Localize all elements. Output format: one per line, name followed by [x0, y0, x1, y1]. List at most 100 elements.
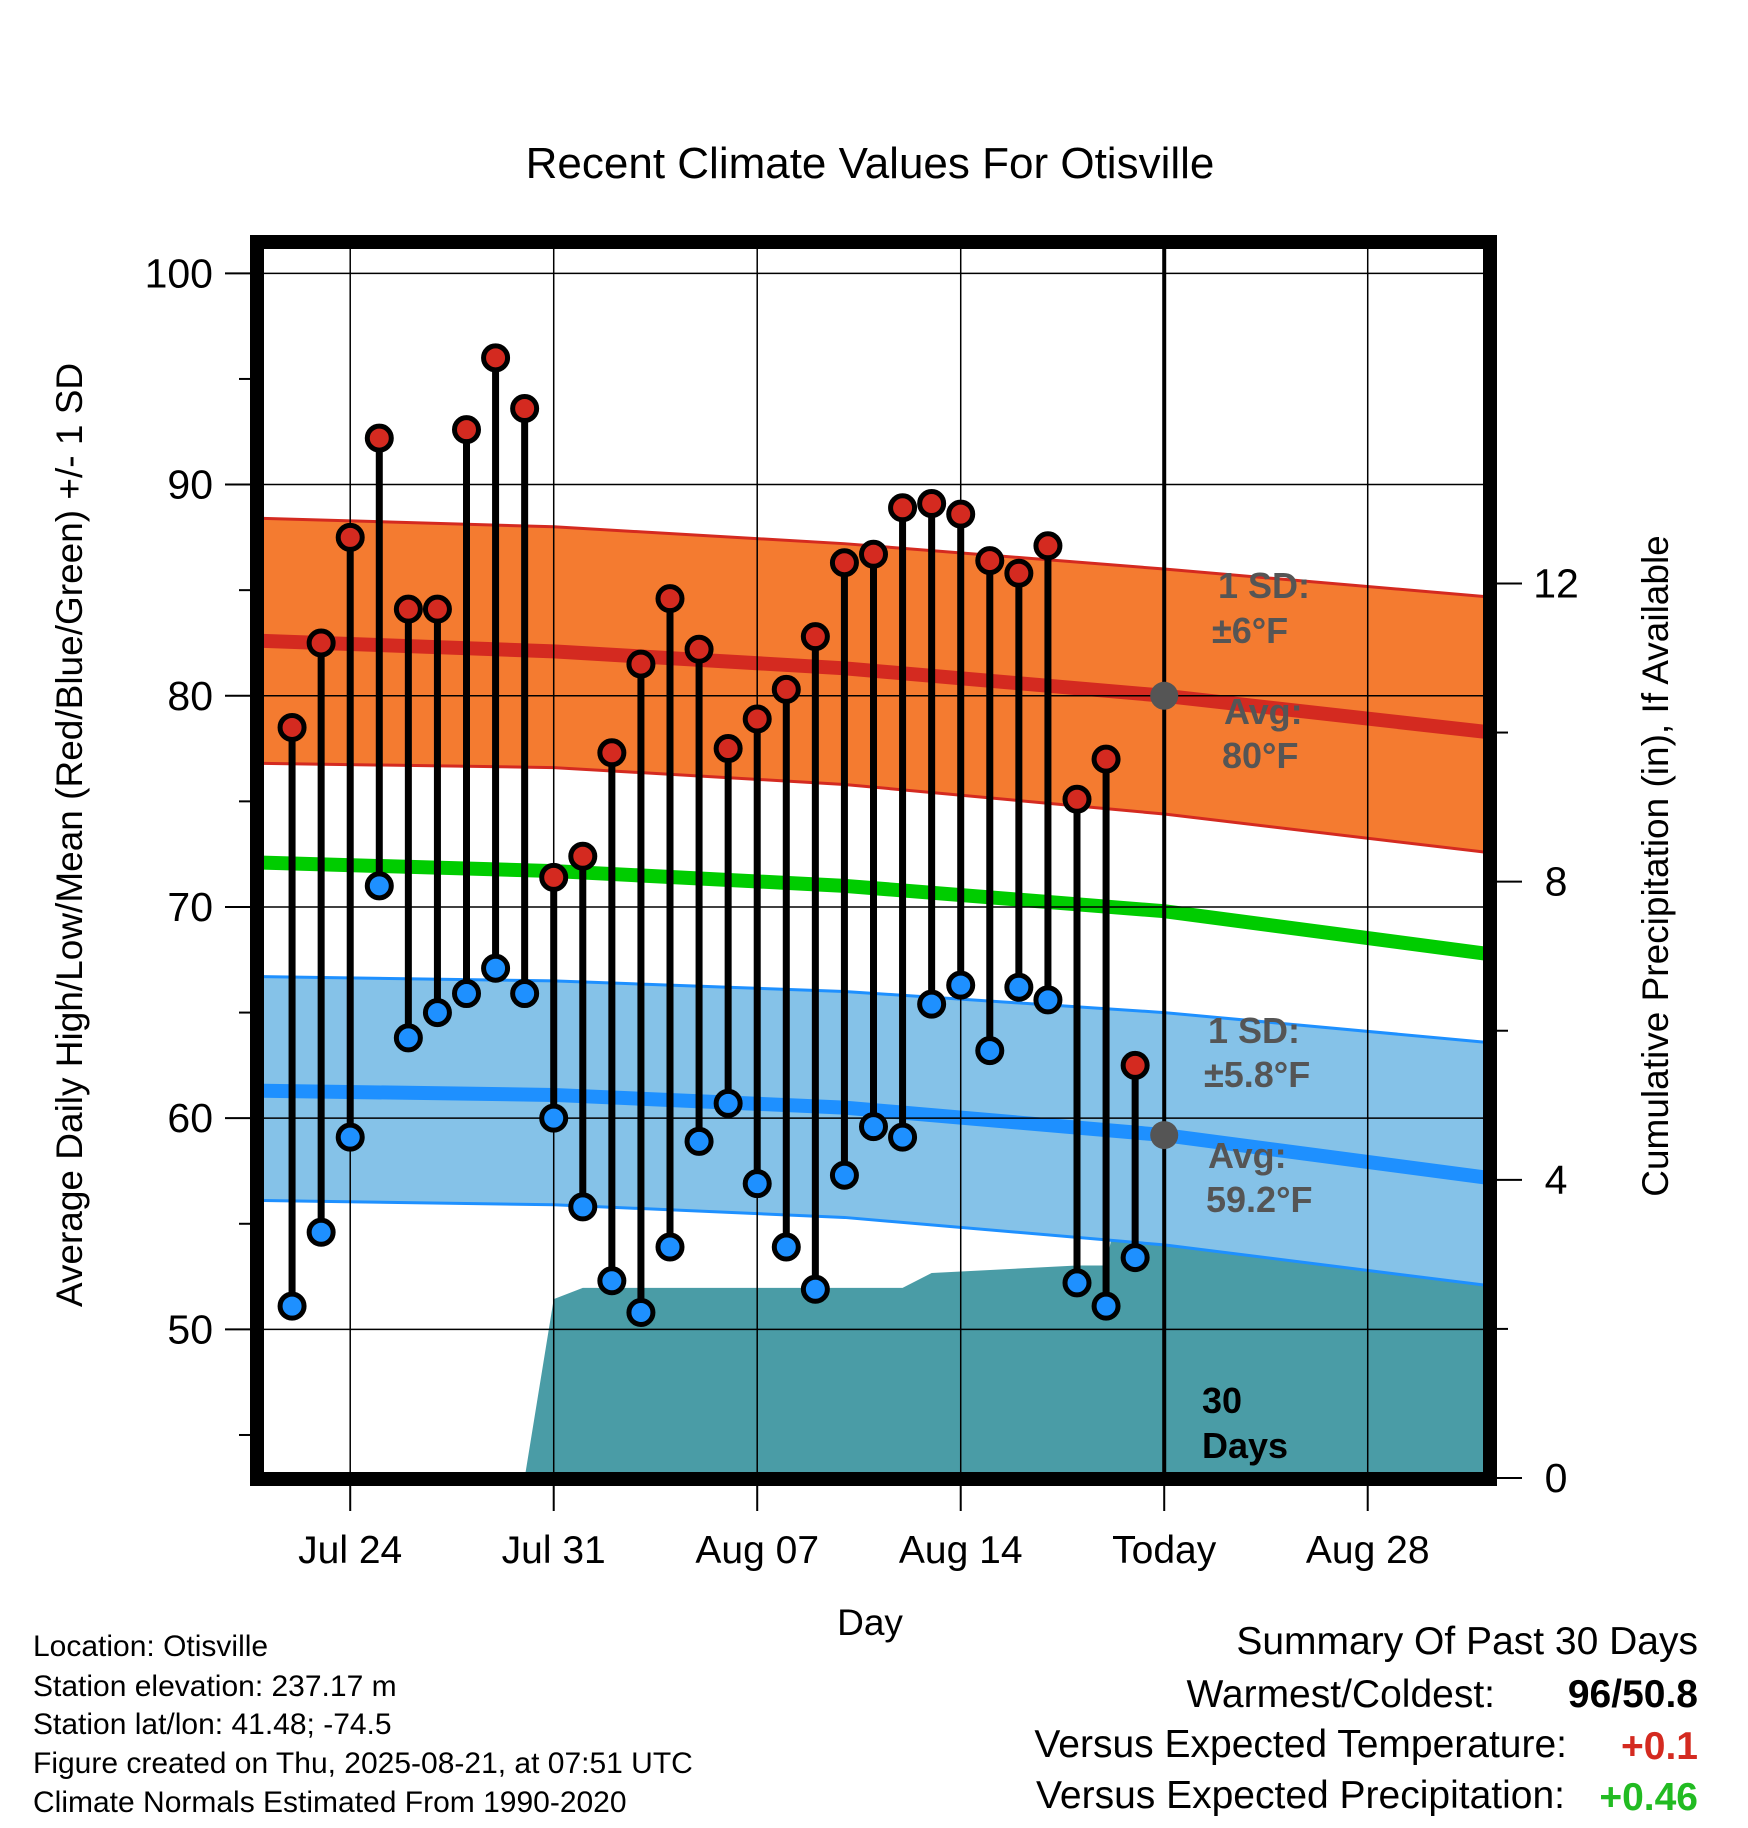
x-axis-label: Day	[837, 1602, 903, 1643]
low-point	[829, 1160, 859, 1190]
high-avg-value: 80°F	[1222, 735, 1298, 776]
x-tick-label: Aug 14	[899, 1529, 1023, 1572]
high-point	[800, 622, 830, 652]
y2-axis-label: Cumulative Precipitation (in), If Availa…	[1635, 535, 1676, 1197]
summary-title: Summary Of Past 30 Days	[1236, 1620, 1698, 1663]
x-tick-label: Aug 07	[695, 1529, 819, 1572]
y2-tick-label: 4	[1545, 1157, 1568, 1203]
high-point	[713, 734, 743, 764]
high-point	[1062, 784, 1092, 814]
low-point	[684, 1126, 714, 1156]
y-tick-label: 50	[167, 1306, 213, 1352]
y2-tick-label: 12	[1533, 560, 1579, 606]
high-point	[452, 415, 481, 445]
coldest-value: 50.8	[1622, 1673, 1698, 1716]
y-axis-label: Average Daily High/Low/Mean (Red/Blue/Gr…	[49, 363, 90, 1307]
low-point	[771, 1232, 801, 1262]
y-tick-label: 100	[145, 250, 213, 296]
low-point	[800, 1274, 830, 1304]
y-tick-label: 80	[167, 673, 213, 719]
low-point	[655, 1232, 685, 1262]
low-point	[1120, 1243, 1150, 1273]
plot-frame	[250, 235, 1497, 1486]
low-point	[539, 1103, 569, 1133]
chart-title: Recent Climate Values For Otisville	[526, 139, 1215, 188]
warmest-value: 96	[1567, 1673, 1612, 1716]
precip-vs-expected-value: +0.46	[1599, 1776, 1698, 1819]
high-upper-edge	[263, 516, 1484, 598]
high-point	[335, 522, 365, 552]
high-point	[829, 548, 859, 578]
high-sd-label: 1 SD:	[1218, 565, 1310, 606]
warmest-coldest-label: Warmest/Coldest:	[1186, 1673, 1495, 1716]
low-point	[1062, 1268, 1092, 1298]
low-point	[306, 1217, 336, 1247]
low-sd-label: 1 SD:	[1208, 1010, 1300, 1051]
high-point	[597, 738, 627, 768]
plot-interior	[263, 248, 1484, 1473]
low-point	[917, 989, 947, 1019]
low-point	[364, 871, 394, 901]
low-point	[568, 1192, 598, 1222]
precip-vs-expected-label: Versus Expected Precipitation:	[1036, 1774, 1565, 1817]
low-point	[1033, 985, 1063, 1015]
high-point	[742, 704, 772, 734]
y2-tick-label: 0	[1545, 1455, 1568, 1501]
high-point	[568, 841, 598, 871]
high-point	[393, 594, 423, 624]
high-point	[626, 649, 656, 679]
low-lower-edge	[263, 1199, 1484, 1287]
low-point	[742, 1169, 772, 1199]
low-point	[393, 1023, 423, 1053]
low-point	[597, 1266, 627, 1296]
low-sd-value: ±5.8°F	[1204, 1054, 1310, 1095]
low-point	[626, 1297, 656, 1327]
low-point	[859, 1112, 888, 1142]
high-point	[306, 628, 336, 658]
today-low-normal-dot	[1150, 1121, 1179, 1150]
low-point	[1004, 972, 1034, 1002]
y-tick-label: 60	[167, 1095, 213, 1141]
low-point	[946, 970, 976, 1000]
high-point	[539, 862, 569, 892]
days-count-label: 30	[1202, 1380, 1242, 1421]
x-tick-label: Jul 24	[298, 1529, 402, 1572]
low-point	[335, 1122, 365, 1152]
high-point	[975, 546, 1005, 576]
temp-vs-expected-label: Versus Expected Temperature:	[1034, 1723, 1567, 1766]
x-tick-label: Jul 31	[502, 1529, 606, 1572]
y-tick-label: 70	[167, 884, 213, 930]
high-point	[481, 343, 511, 373]
y-tick-label: 90	[167, 462, 213, 508]
low-point	[452, 979, 481, 1009]
low-avg-label: Avg:	[1208, 1135, 1287, 1176]
high-point	[1091, 744, 1121, 774]
low-avg-value: 59.2°F	[1206, 1179, 1312, 1220]
normals-text: Climate Normals Estimated From 1990-2020	[33, 1786, 627, 1819]
high-point	[888, 493, 918, 523]
high-point	[946, 499, 976, 529]
y2-tick-label: 8	[1545, 859, 1568, 905]
high-point	[655, 584, 685, 614]
temp-vs-expected-value: +0.1	[1621, 1725, 1698, 1768]
high-point	[1004, 558, 1034, 588]
high-avg-label: Avg:	[1224, 691, 1303, 732]
high-point	[1033, 531, 1063, 561]
high-point	[510, 394, 540, 424]
low-point	[277, 1291, 307, 1321]
high-sd-value: ±6°F	[1212, 610, 1288, 651]
high-point	[422, 594, 452, 624]
low-point	[510, 979, 540, 1009]
low-point	[1091, 1291, 1121, 1321]
high-point	[364, 423, 394, 453]
high-point	[277, 712, 307, 742]
low-point	[713, 1088, 743, 1118]
warmest-coldest-value: 96/50.8	[1567, 1673, 1698, 1716]
x-tick-label: Aug 28	[1306, 1529, 1430, 1572]
today-high-normal-dot	[1150, 681, 1179, 710]
high-point	[859, 539, 888, 569]
low-point	[481, 953, 511, 983]
days-word-label: Days	[1202, 1425, 1288, 1466]
